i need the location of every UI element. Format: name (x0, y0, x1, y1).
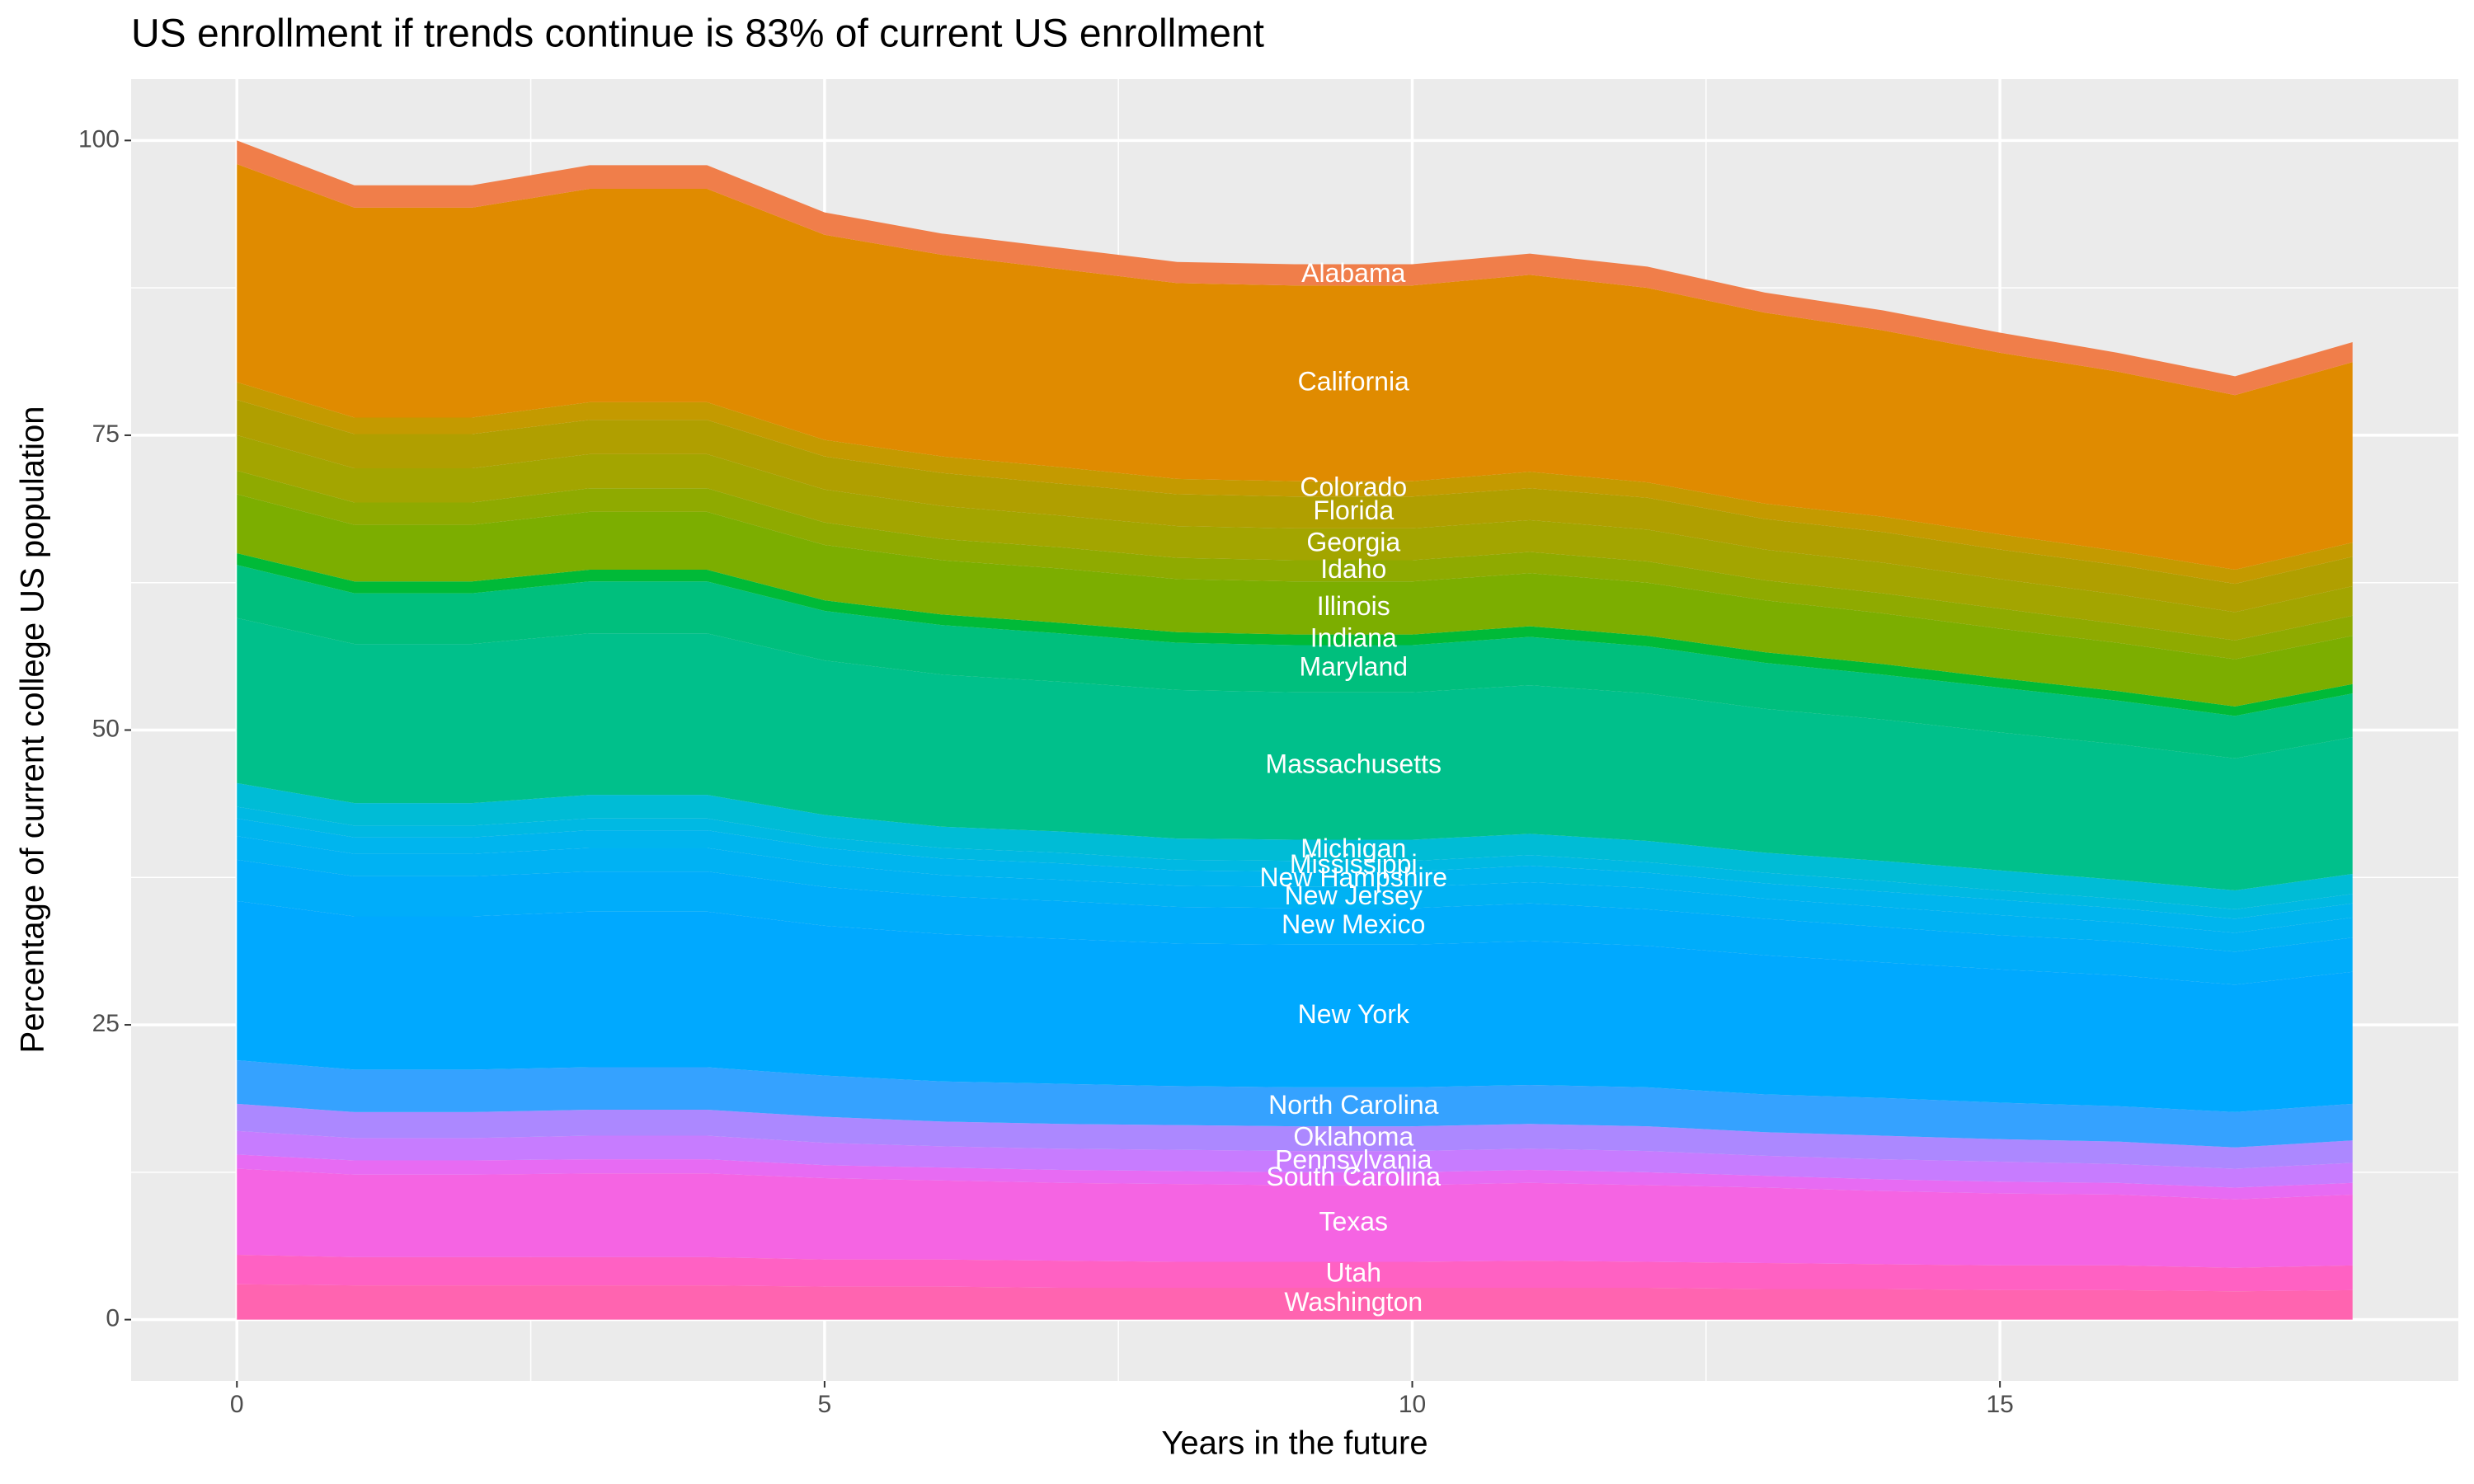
area (237, 1284, 2353, 1320)
area (237, 470, 2353, 660)
series-label: Massachusetts (1266, 749, 1442, 779)
series-label: Maryland (1299, 652, 1408, 682)
series-label: Illinois (1317, 591, 1390, 621)
series-label: Utah (1325, 1258, 1381, 1288)
series-label: New Hampshire (1259, 862, 1447, 892)
series-label: New Mexico (1282, 909, 1425, 939)
area (237, 618, 2353, 891)
area (237, 140, 2353, 396)
series-label: New York (1298, 999, 1410, 1029)
areas (237, 140, 2353, 1320)
series-label: Mississippi (1290, 849, 1418, 879)
series-label: South Carolina (1266, 1162, 1441, 1191)
series-label: Washington (1284, 1287, 1423, 1317)
area (237, 900, 2353, 1112)
axes: 0 5 10 15 0 25 50 75 100 (78, 125, 2014, 1418)
area (237, 382, 2353, 585)
area (237, 1059, 2353, 1148)
series-label: Texas (1319, 1207, 1388, 1237)
area (237, 163, 2353, 570)
series-label: Georgia (1306, 528, 1400, 557)
area (237, 400, 2353, 613)
chart-title: US enrollment if trends continue is 83% … (131, 12, 1264, 56)
area (237, 782, 2353, 909)
series-label: Indiana (1310, 623, 1397, 653)
y-tick-label: 0 (106, 1305, 120, 1332)
area (237, 818, 2353, 933)
series-label: California (1298, 366, 1409, 396)
series-label: North Carolina (1268, 1090, 1439, 1120)
x-tick-label: 10 (1399, 1391, 1426, 1418)
y-axis-title: Percentage of current college US populat… (15, 406, 51, 1054)
x-axis-title: Years in the future (1161, 1425, 1427, 1462)
series-label: Oklahoma (1293, 1122, 1413, 1152)
series-label: Florida (1313, 495, 1394, 525)
area (237, 859, 2353, 985)
series-label: Idaho (1320, 554, 1386, 584)
y-tick-label: 50 (92, 715, 120, 742)
area (237, 1168, 2353, 1268)
x-tick-label: 0 (230, 1391, 244, 1418)
series-label: Michigan (1300, 834, 1406, 863)
area (237, 1154, 2353, 1200)
series-label: Alabama (1301, 258, 1406, 288)
area (237, 565, 2353, 758)
area (237, 1254, 2353, 1292)
area (237, 836, 2353, 952)
area (237, 434, 2353, 641)
y-tick-label: 100 (78, 125, 120, 153)
x-tick-label: 5 (818, 1391, 832, 1418)
series-label: New Jersey (1285, 881, 1423, 910)
area (237, 806, 2353, 919)
x-tick-label: 15 (1986, 1391, 2013, 1418)
area (237, 494, 2353, 707)
series-label: Pennsylvania (1275, 1144, 1432, 1174)
y-tick-label: 25 (92, 1010, 120, 1037)
series-label: Colorado (1300, 472, 1407, 501)
area (237, 1103, 2353, 1169)
area (237, 1130, 2353, 1188)
y-tick-label: 75 (92, 420, 120, 448)
